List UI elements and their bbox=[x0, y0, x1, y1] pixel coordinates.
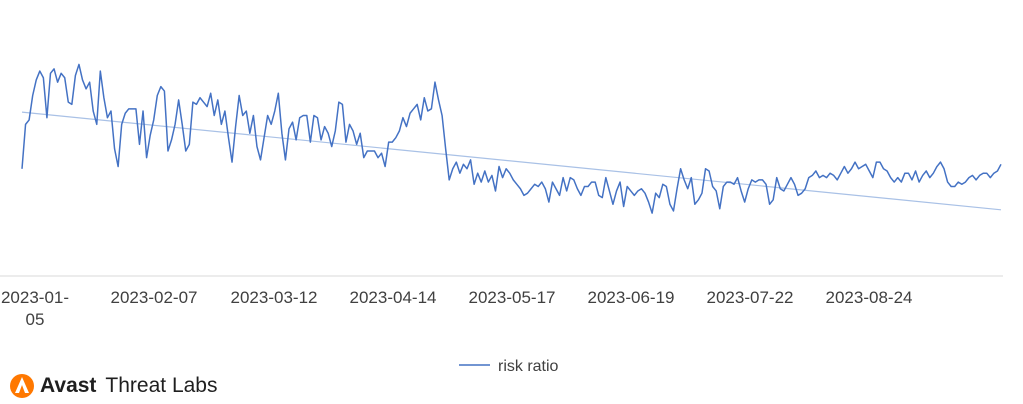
x-tick-label: 2023-08-24 bbox=[826, 288, 913, 307]
trendline bbox=[21, 111, 1002, 211]
x-tick-label: 2023-03-12 bbox=[231, 288, 318, 307]
x-tick-label: 2023-04-14 bbox=[350, 288, 437, 307]
x-axis: 2023-01-05 2023-02-07 2023-03-12 2023-04-14… bbox=[0, 275, 1003, 329]
series-line-risk-ratio bbox=[21, 63, 1002, 214]
legend: risk ratio bbox=[459, 358, 559, 375]
x-tick-label: 2023-05-17 bbox=[469, 288, 556, 307]
avast-logo-icon bbox=[10, 374, 34, 398]
x-tick-label: 2023-01-05 bbox=[1, 288, 69, 329]
legend-label: risk ratio bbox=[498, 358, 559, 375]
logo-subtitle: Threat Labs bbox=[105, 374, 218, 397]
logo-brand: Avast bbox=[40, 374, 97, 397]
x-tick-label: 2023-07-22 bbox=[707, 288, 794, 307]
x-tick-label: 2023-02-07 bbox=[111, 288, 198, 307]
plot-area bbox=[21, 63, 1002, 214]
x-tick-label: 2023-06-19 bbox=[588, 288, 675, 307]
avast-threat-labs-logo: Avast Threat Labs bbox=[8, 372, 218, 400]
